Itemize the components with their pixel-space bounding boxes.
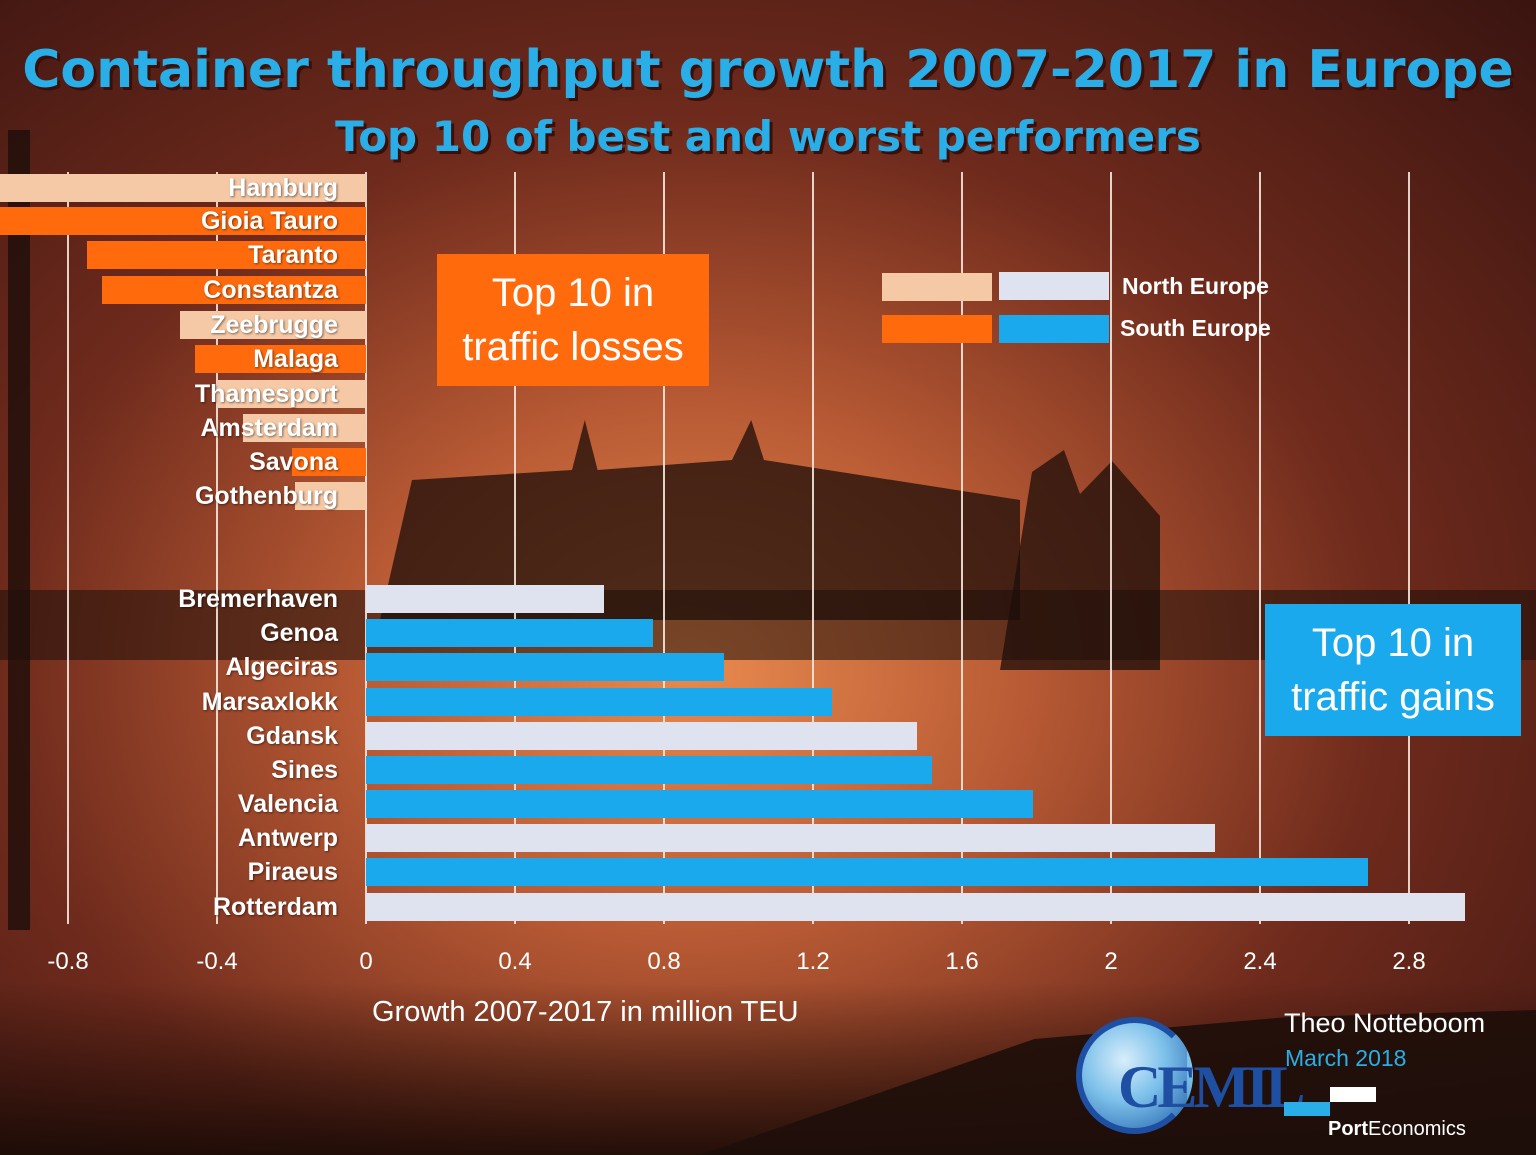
legend-swatch-south-gain — [999, 315, 1109, 343]
category-label: Genoa — [260, 619, 338, 647]
publication-date: March 2018 — [1285, 1045, 1407, 1071]
x-tick-label: 2.8 — [1392, 948, 1426, 975]
category-label: Amsterdam — [200, 414, 338, 442]
category-label: Savona — [249, 448, 338, 476]
gridline — [1259, 172, 1261, 924]
bar-hamburg — [0, 174, 366, 202]
category-label: Marsaxlokk — [201, 688, 338, 716]
bar-rotterdam — [366, 893, 1465, 921]
legend-label-south: South Europe — [1120, 315, 1271, 341]
category-label: Taranto — [248, 241, 338, 269]
category-label: Zeebrugge — [210, 311, 338, 339]
logo-text: CEMIL — [1118, 1054, 1305, 1120]
category-label: Hamburg — [228, 174, 338, 202]
category-label: Gothenburg — [194, 482, 338, 510]
x-axis-label: Growth 2007-2017 in million TEU — [372, 996, 799, 1028]
category-label: Sines — [271, 756, 338, 784]
bar-zeebrugge — [179, 311, 366, 339]
losses-box-line1: Top 10 in — [491, 271, 655, 315]
gridline — [67, 172, 69, 924]
chart-subtitle: Top 10 of best and worst performers — [335, 112, 1201, 161]
bar-gdansk — [366, 722, 918, 750]
bar-bremerhaven — [366, 585, 605, 613]
pole-silhouette — [8, 130, 30, 930]
bar-genoa — [366, 619, 653, 647]
gridline — [961, 172, 963, 924]
legend-swatch-north-loss — [882, 273, 992, 301]
bar-thamesport — [217, 380, 366, 408]
legend-label-north: North Europe — [1122, 273, 1269, 299]
legend-swatch-south-loss — [882, 315, 992, 343]
gridline — [663, 172, 665, 924]
bar-marsaxlokk — [366, 688, 832, 716]
x-tick-label: -0.8 — [47, 948, 89, 975]
bar-algeciras — [366, 653, 724, 681]
gridline — [514, 172, 516, 924]
porteconomics-logo-mark2 — [1330, 1087, 1376, 1102]
x-tick-label: 2.4 — [1243, 948, 1277, 975]
x-tick-label: 0.4 — [498, 948, 532, 975]
bar-taranto — [86, 241, 366, 269]
cemil-logo: CEMIL — [1068, 1005, 1305, 1135]
gridline — [1408, 172, 1410, 924]
bar-malaga — [194, 345, 366, 373]
losses-box-line2: traffic losses — [462, 325, 684, 369]
bar-antwerp — [366, 824, 1216, 852]
category-label: Antwerp — [238, 824, 338, 852]
category-label: Valencia — [237, 790, 338, 818]
category-label: Gdansk — [246, 722, 338, 750]
gains-annotation-box: Top 10 in traffic gains — [1265, 604, 1521, 736]
x-tick-label: 1.2 — [796, 948, 830, 975]
gridline — [1110, 172, 1112, 924]
category-label: Algeciras — [225, 653, 338, 681]
category-label: Bremerhaven — [178, 585, 338, 613]
x-tick-label: -0.4 — [196, 948, 238, 975]
gridline — [812, 172, 814, 924]
category-label: Piraeus — [247, 858, 338, 886]
gridline — [365, 172, 367, 924]
bar-amsterdam — [243, 414, 366, 442]
bar-valencia — [366, 790, 1033, 818]
category-label: Malaga — [253, 345, 338, 373]
category-label: Thamesport — [194, 380, 338, 408]
x-tick-label: 0 — [359, 948, 373, 975]
bar-gothenburg — [295, 482, 366, 510]
category-label: Constantza — [203, 276, 338, 304]
globe-icon — [1076, 1017, 1193, 1134]
bar-gioia-tauro — [0, 207, 366, 235]
x-tick-label: 0.8 — [647, 948, 681, 975]
legend-swatch-north-gain — [999, 272, 1109, 300]
category-label: Gioia Tauro — [200, 207, 338, 235]
porteconomics-brand: PortEconomics — [1328, 1118, 1466, 1141]
bar-constantza — [101, 276, 366, 304]
brand-bold: Port — [1328, 1118, 1368, 1140]
losses-annotation-box: Top 10 in traffic losses — [437, 254, 709, 386]
bar-piraeus — [366, 858, 1369, 886]
porteconomics-logo-mark — [1284, 1102, 1330, 1116]
x-tick-label: 1.6 — [945, 948, 979, 975]
bar-sines — [366, 756, 933, 784]
bar-savona — [291, 448, 366, 476]
chart-title: Container throughput growth 2007-2017 in… — [22, 40, 1514, 100]
gridline — [216, 172, 218, 924]
category-label: Rotterdam — [212, 893, 338, 921]
author-name: Theo Notteboom — [1284, 1008, 1486, 1038]
brand-rest: Economics — [1368, 1118, 1466, 1140]
x-tick-label: 2 — [1104, 948, 1118, 975]
gains-box-line2: traffic gains — [1291, 675, 1495, 719]
gains-box-line1: Top 10 in — [1311, 621, 1475, 665]
